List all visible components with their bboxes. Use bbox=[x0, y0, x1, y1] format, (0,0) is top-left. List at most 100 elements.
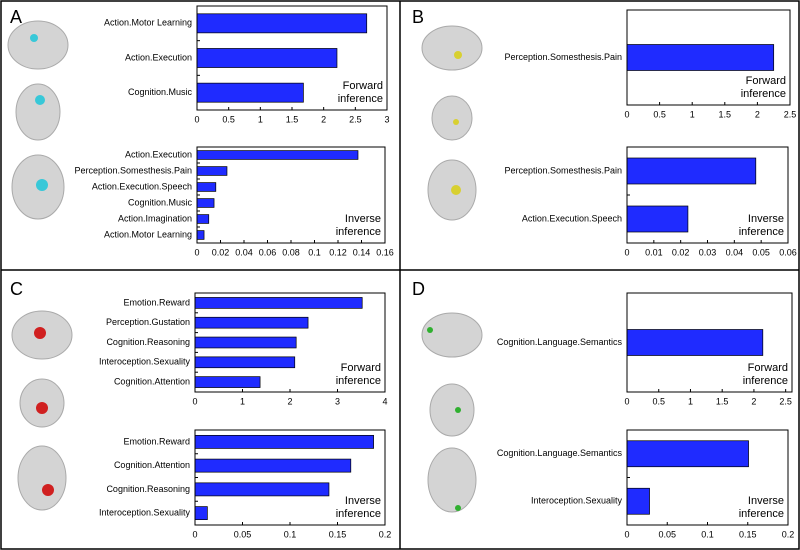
x-tick-label: 1.5 bbox=[286, 114, 299, 124]
x-tick-label: 0.02 bbox=[672, 247, 690, 257]
category-label: Perception.Somesthesis.Pain bbox=[504, 165, 622, 175]
x-tick-label: 0.5 bbox=[653, 109, 666, 119]
panel-label: B bbox=[412, 7, 424, 27]
panel-label: A bbox=[10, 7, 22, 27]
plot-frame bbox=[194, 292, 386, 393]
annotation: inference bbox=[336, 226, 381, 238]
category-label: Perception.Somesthesis.Pain bbox=[74, 165, 192, 175]
x-tick-label: 0.5 bbox=[652, 396, 665, 406]
x-tick-label: 0.2 bbox=[379, 529, 392, 539]
bar bbox=[196, 182, 217, 192]
annotation: inference bbox=[739, 226, 784, 238]
bar bbox=[194, 482, 330, 497]
x-tick-label: 0.04 bbox=[235, 247, 253, 257]
bar bbox=[194, 458, 352, 473]
annotation: inference bbox=[336, 375, 381, 387]
annotation: Forward bbox=[746, 75, 786, 87]
x-tick-label: 0 bbox=[192, 396, 197, 406]
category-label: Interoception.Sexuality bbox=[99, 508, 191, 518]
x-tick-label: 0 bbox=[624, 247, 629, 257]
x-tick-label: 0.05 bbox=[752, 247, 770, 257]
x-tick-label: 3 bbox=[335, 396, 340, 406]
x-tick-label: 1 bbox=[688, 396, 693, 406]
x-tick-label: 0.01 bbox=[645, 247, 663, 257]
annotation: inference bbox=[739, 508, 784, 520]
x-tick-label: 0.1 bbox=[308, 247, 321, 257]
x-tick-label: 0 bbox=[624, 529, 629, 539]
plot-frame bbox=[196, 5, 388, 111]
x-tick-label: 0.08 bbox=[282, 247, 300, 257]
bar bbox=[196, 48, 338, 68]
x-tick-label: 1.5 bbox=[716, 396, 729, 406]
x-tick-label: 0.5 bbox=[222, 114, 235, 124]
category-label: Cognition.Language.Semantics bbox=[497, 337, 623, 347]
category-label: Perception.Somesthesis.Pain bbox=[504, 52, 622, 62]
bar bbox=[626, 205, 689, 233]
annotation: Inverse bbox=[748, 213, 784, 225]
x-tick-label: 0.2 bbox=[782, 529, 795, 539]
annotation: Forward bbox=[341, 362, 381, 374]
bar bbox=[626, 440, 749, 468]
x-tick-label: 0.06 bbox=[779, 247, 797, 257]
annotation: Inverse bbox=[345, 495, 381, 507]
x-tick-label: 2 bbox=[755, 109, 760, 119]
bar bbox=[194, 506, 208, 521]
x-tick-label: 2 bbox=[287, 396, 292, 406]
x-tick-label: 0.15 bbox=[739, 529, 757, 539]
category-label: Cognition.Attention bbox=[114, 460, 190, 470]
bar bbox=[194, 336, 297, 349]
x-tick-label: 0.1 bbox=[284, 529, 297, 539]
x-tick-label: 0.06 bbox=[259, 247, 277, 257]
category-label: Cognition.Reasoning bbox=[106, 484, 190, 494]
bar bbox=[194, 434, 374, 449]
bar bbox=[196, 214, 210, 224]
category-label: Action.Execution bbox=[125, 52, 192, 62]
bar bbox=[196, 150, 359, 160]
x-tick-label: 1 bbox=[258, 114, 263, 124]
x-tick-label: 2 bbox=[321, 114, 326, 124]
x-tick-label: 0.04 bbox=[726, 247, 744, 257]
x-tick-label: 0.16 bbox=[376, 247, 394, 257]
annotation: Inverse bbox=[345, 213, 381, 225]
panel-label: C bbox=[10, 279, 23, 299]
bar bbox=[196, 82, 304, 103]
annotation: inference bbox=[336, 508, 381, 520]
bar bbox=[194, 376, 261, 388]
category-label: Interoception.Sexuality bbox=[99, 357, 191, 367]
x-tick-label: 0 bbox=[624, 396, 629, 406]
x-tick-label: 0.1 bbox=[701, 529, 714, 539]
category-label: Action.Imagination bbox=[118, 213, 192, 223]
bar bbox=[196, 198, 215, 208]
bar bbox=[194, 316, 309, 329]
bar bbox=[194, 356, 296, 369]
x-tick-label: 0.14 bbox=[353, 247, 371, 257]
category-label: Emotion.Reward bbox=[123, 297, 190, 307]
category-label: Cognition.Attention bbox=[114, 376, 190, 386]
category-label: Emotion.Reward bbox=[123, 436, 190, 446]
x-tick-label: 2 bbox=[751, 396, 756, 406]
bar bbox=[196, 230, 205, 240]
category-label: Action.Execution.Speech bbox=[92, 181, 192, 191]
x-tick-label: 0.03 bbox=[699, 247, 717, 257]
annotation: Forward bbox=[343, 80, 383, 92]
x-tick-label: 4 bbox=[382, 396, 387, 406]
category-label: Cognition.Language.Semantics bbox=[497, 448, 623, 458]
category-label: Cognition.Music bbox=[128, 197, 193, 207]
panel-label: D bbox=[412, 279, 425, 299]
x-tick-label: 0 bbox=[194, 114, 199, 124]
x-tick-label: 1 bbox=[690, 109, 695, 119]
annotation: Inverse bbox=[748, 495, 784, 507]
plot-frame bbox=[196, 146, 386, 244]
x-tick-label: 0 bbox=[624, 109, 629, 119]
x-tick-label: 1 bbox=[240, 396, 245, 406]
plot-frame bbox=[194, 429, 386, 526]
x-tick-label: 2.5 bbox=[779, 396, 792, 406]
x-tick-label: 0 bbox=[194, 247, 199, 257]
x-tick-label: 2.5 bbox=[784, 109, 797, 119]
plot-frame bbox=[626, 429, 789, 526]
annotation: inference bbox=[741, 88, 786, 100]
bar bbox=[196, 166, 228, 176]
category-label: Action.Execution.Speech bbox=[522, 213, 622, 223]
bar bbox=[196, 13, 368, 34]
bar bbox=[626, 487, 650, 515]
